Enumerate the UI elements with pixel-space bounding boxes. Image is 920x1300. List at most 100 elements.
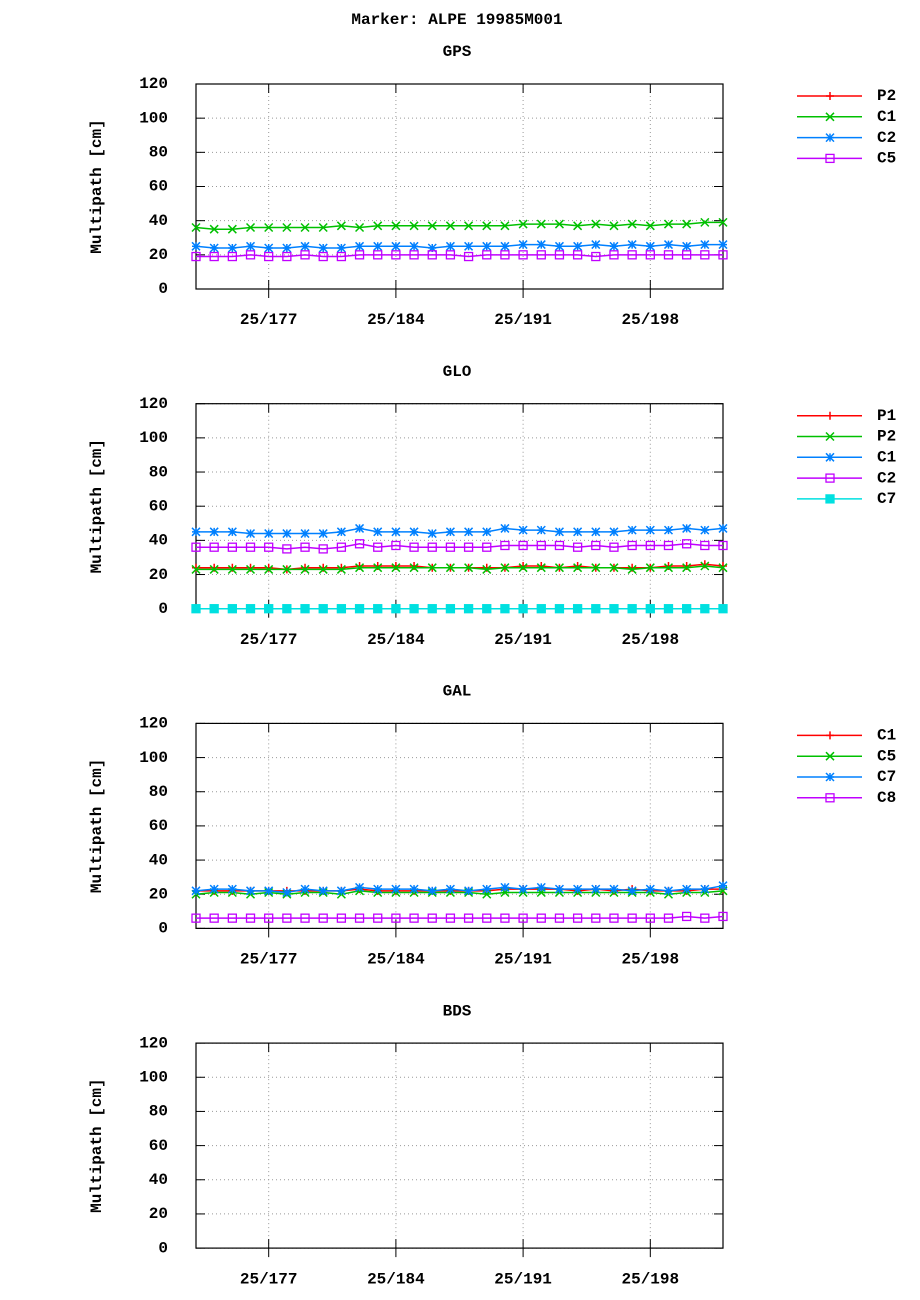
point [373, 913, 383, 923]
point [409, 542, 419, 552]
point [718, 217, 728, 227]
plot-frame [195, 722, 724, 930]
y-tick-label: 120 [139, 715, 168, 733]
y-tick-label: 80 [149, 1103, 168, 1121]
point [282, 243, 292, 253]
point [464, 241, 474, 251]
point [319, 563, 328, 572]
point [536, 240, 546, 250]
point [627, 219, 637, 229]
point [445, 527, 455, 537]
point [427, 250, 437, 260]
point [500, 241, 510, 251]
point [245, 542, 256, 552]
point [682, 219, 692, 229]
y-tick-label: 0 [158, 600, 168, 618]
point [663, 563, 674, 573]
point [409, 527, 419, 537]
point [300, 542, 310, 552]
point [627, 913, 637, 923]
legend-marker [825, 112, 835, 122]
point [354, 250, 365, 260]
point [445, 250, 456, 260]
point [718, 240, 728, 250]
point [300, 913, 310, 923]
point [445, 913, 456, 923]
point [300, 604, 310, 614]
point [682, 911, 692, 922]
point [627, 540, 637, 551]
point [609, 542, 619, 552]
point [245, 222, 256, 233]
point [518, 240, 528, 250]
point [336, 564, 346, 574]
series-line [196, 565, 724, 571]
point [282, 544, 292, 554]
legend-marker [826, 92, 834, 100]
point [354, 539, 365, 549]
point [409, 241, 419, 251]
point [627, 240, 637, 250]
point [427, 604, 437, 614]
series-line [195, 221, 723, 230]
point [518, 884, 528, 894]
point [318, 544, 328, 554]
point [337, 563, 346, 572]
point [373, 884, 383, 894]
legend-marker [826, 731, 834, 740]
x-tick-label: 25/177 [240, 1270, 298, 1288]
x-tick-label: 25/177 [240, 311, 298, 329]
x-tick-label: 25/177 [240, 951, 298, 969]
point [518, 525, 528, 535]
point [591, 540, 601, 551]
point [682, 563, 692, 573]
point [627, 886, 637, 896]
series-line [196, 915, 724, 919]
y-tick-label: 120 [139, 395, 168, 413]
point [518, 250, 528, 260]
legend-marker [825, 452, 835, 462]
point [591, 240, 601, 250]
point [609, 527, 619, 537]
y-tick-label: 20 [149, 566, 168, 584]
point [191, 886, 201, 896]
point [354, 913, 365, 923]
y-tick-label: 80 [149, 144, 168, 162]
point [227, 913, 237, 923]
point [318, 243, 328, 253]
point [573, 884, 583, 894]
legend-label: C8 [877, 789, 896, 807]
point [445, 542, 456, 552]
point [264, 243, 274, 253]
point [482, 241, 492, 251]
point [464, 563, 474, 573]
legend-label: C5 [877, 150, 896, 168]
point [355, 523, 365, 533]
point [463, 604, 474, 614]
point [264, 913, 274, 923]
legend-marker [826, 411, 834, 420]
point [700, 240, 710, 250]
point [572, 604, 583, 614]
y-axis-label: Multipath [cm] [88, 119, 106, 253]
point [554, 913, 565, 923]
y-tick-label: 100 [139, 1068, 168, 1086]
legend-label: P2 [877, 87, 896, 105]
point [264, 222, 274, 233]
point [663, 525, 674, 535]
point [445, 241, 455, 251]
y-tick-label: 100 [139, 749, 168, 767]
point [209, 913, 219, 923]
point [700, 250, 710, 260]
point [536, 525, 546, 535]
legend-label: P1 [877, 407, 896, 425]
point [627, 250, 637, 260]
point [500, 221, 510, 231]
point [500, 540, 510, 551]
point [554, 219, 564, 229]
series-line [196, 254, 723, 258]
point [355, 241, 365, 251]
point [645, 540, 655, 551]
chart-title: BDS [443, 1002, 472, 1020]
